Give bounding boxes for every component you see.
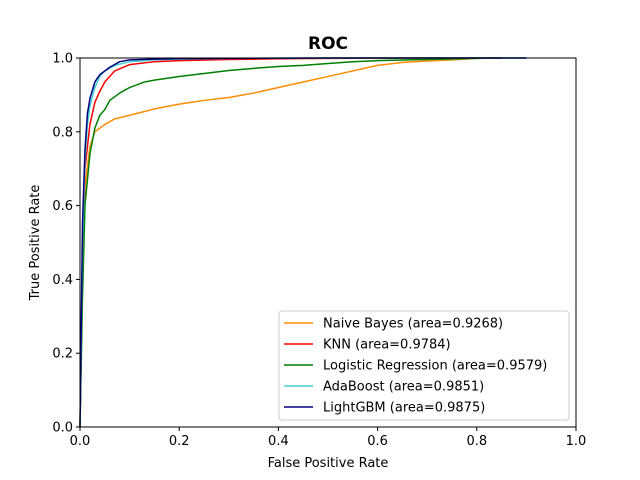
legend-label-3: AdaBoost (area=0.9851)	[323, 380, 484, 395]
y-axis: 0.0 0.2 0.4 0.6 0.8 1.0	[52, 52, 80, 436]
legend-label-1: KNN (area=0.9784)	[323, 338, 451, 353]
x-tick-label: 0.2	[169, 434, 190, 449]
x-tick-label: 0.4	[268, 434, 289, 449]
x-axis: 0.0 0.2 0.4 0.6 0.8 1.0	[70, 427, 587, 449]
x-tick-label: 0.0	[70, 434, 91, 449]
x-tick-label: 1.0	[566, 434, 587, 449]
y-tick-label: 1.0	[52, 52, 73, 67]
legend-label-0: Naive Bayes (area=0.9268)	[323, 317, 503, 332]
y-tick-label: 0.8	[52, 125, 73, 140]
legend: Naive Bayes (area=0.9268) KNN (area=0.978…	[278, 310, 570, 421]
y-tick-label: 0.2	[52, 347, 73, 362]
y-tick-label: 0.6	[52, 199, 73, 214]
y-tick-label: 0.4	[52, 273, 73, 288]
series-line-2	[79, 57, 502, 428]
x-axis-label: False Positive Rate	[268, 456, 389, 471]
chart-title: ROC	[308, 34, 348, 54]
legend-label-2: Logistic Regression (area=0.9579)	[323, 359, 547, 374]
y-axis-label: True Positive Rate	[28, 185, 43, 302]
legend-items: Naive Bayes (area=0.9268) KNN (area=0.978…	[284, 317, 547, 416]
plot-frame	[79, 57, 577, 428]
legend-box	[278, 310, 570, 421]
x-tick-label: 0.6	[367, 434, 388, 449]
y-tick-label: 0.0	[52, 421, 73, 436]
legend-label-4: LightGBM (area=0.9875)	[323, 401, 485, 416]
x-tick-label: 0.8	[466, 434, 487, 449]
